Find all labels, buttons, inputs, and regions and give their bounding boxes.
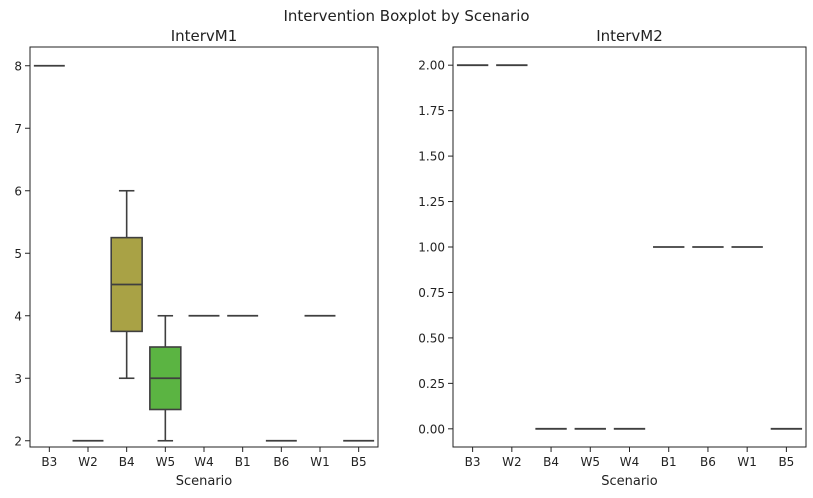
- x-tick-label: W4: [194, 455, 214, 469]
- box-W5: [149, 314, 182, 442]
- x-tick-label: B4: [119, 455, 135, 469]
- y-tick-label: 1.00: [418, 241, 445, 255]
- y-tick-label: 7: [14, 122, 22, 136]
- y-tick-label: 1.50: [418, 150, 445, 164]
- y-tick-label: 0.75: [418, 286, 445, 300]
- x-tick-label: B5: [351, 455, 367, 469]
- panel-intervm2: IntervM2 0.00 0.25 0.50 0.75 1.00 1.25 1.50 1.75…: [418, 27, 807, 489]
- x-tick-label: B6: [700, 455, 716, 469]
- x-axis-label: Scenario: [601, 474, 658, 489]
- x-tick-label: B5: [778, 455, 794, 469]
- x-tick-label: W2: [502, 455, 522, 469]
- figure-title: Intervention Boxplot by Scenario: [283, 7, 530, 25]
- subplot-title: IntervM1: [171, 27, 238, 45]
- x-tick-label: B3: [41, 455, 57, 469]
- x-tick-label: W5: [581, 455, 601, 469]
- y-tick-label: 1.25: [418, 195, 445, 209]
- y-tick-label: 0.50: [418, 331, 445, 345]
- box-B4: [110, 189, 143, 380]
- x-tick-label: W2: [78, 455, 98, 469]
- x-tick-label: W5: [156, 455, 176, 469]
- x-tick-label: B1: [235, 455, 251, 469]
- x-tick-label: B3: [465, 455, 481, 469]
- y-tick-label: 4: [14, 309, 22, 323]
- y-tick-label: 2: [14, 434, 22, 448]
- y-tick-label: 6: [14, 184, 22, 198]
- plot-frame: [452, 46, 807, 448]
- x-tick-label: W4: [620, 455, 640, 469]
- y-tick-label: 0.00: [418, 422, 445, 436]
- x-tick-label: B4: [543, 455, 559, 469]
- y-tick-label: 3: [14, 372, 22, 386]
- x-tick-label: W1: [737, 455, 757, 469]
- y-tick-label: 0.25: [418, 377, 445, 391]
- plot-frame: [29, 46, 379, 448]
- x-axis-label: Scenario: [176, 474, 233, 489]
- y-tick-label: 2.00: [418, 59, 445, 73]
- y-tick-label: 5: [14, 247, 22, 261]
- panel-intervm1: IntervM1 2 3 4 5 6 7 8 B3 W2 B4 W5 W4 B1 B6 W1 B5 Scenari…: [14, 27, 379, 489]
- y-tick-label: 1.75: [418, 104, 445, 118]
- x-tick-label: B6: [273, 455, 289, 469]
- x-tick-label: W1: [310, 455, 330, 469]
- x-tick-label: B1: [661, 455, 677, 469]
- y-tick-label: 8: [14, 59, 22, 73]
- subplot-title: IntervM2: [596, 27, 663, 45]
